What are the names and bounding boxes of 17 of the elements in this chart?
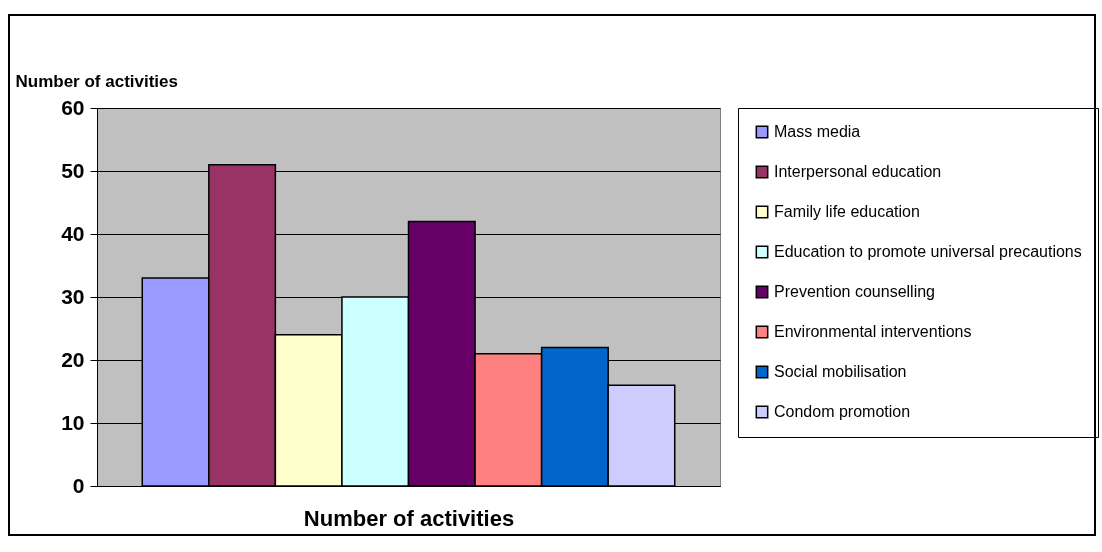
- legend-label: Education to promote universal precautions: [774, 243, 1082, 260]
- y-tick-label: 40: [61, 221, 85, 245]
- y-tick-label: 20: [61, 347, 85, 371]
- x-axis-title: Number of activities: [303, 505, 515, 531]
- y-tick-label: 10: [61, 410, 85, 434]
- y-tick-label: 0: [72, 473, 85, 497]
- y-tick-label: 50: [61, 158, 85, 182]
- legend-label: Mass media: [774, 123, 861, 140]
- legend-label: Condom promotion: [774, 403, 911, 420]
- legend-label: Environmental interventions: [774, 323, 972, 340]
- legend-label: Prevention counselling: [774, 283, 935, 300]
- legend-label: Family life education: [774, 203, 920, 220]
- y-axis-title: Number of activities: [15, 71, 178, 91]
- y-tick-label: 60: [61, 95, 85, 119]
- legend-label: Interpersonal education: [774, 163, 942, 180]
- legend-label: Social mobilisation: [774, 363, 907, 380]
- y-tick-label: 30: [61, 284, 85, 308]
